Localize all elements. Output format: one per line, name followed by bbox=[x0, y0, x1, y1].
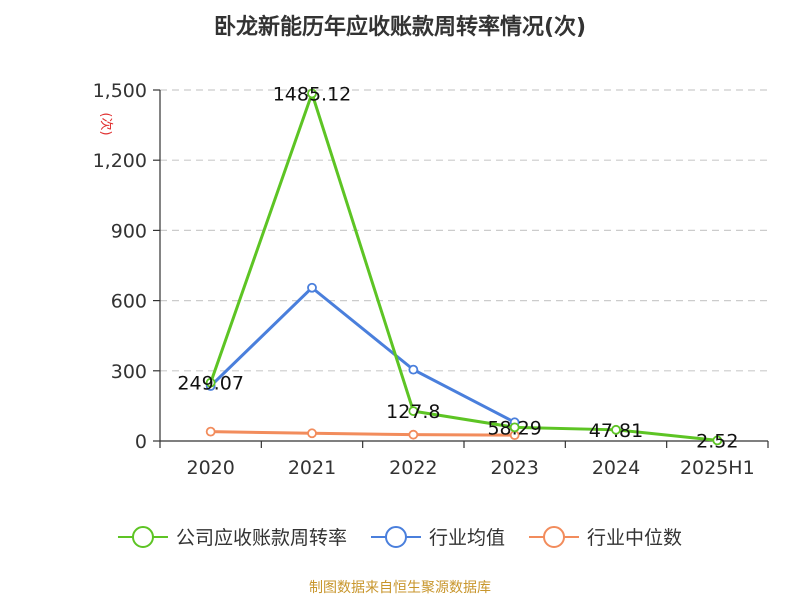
data-point bbox=[307, 282, 317, 293]
series-line bbox=[209, 286, 516, 424]
data-labels: 249.07 1485.12 127.8 58.29 47.81 2.52 bbox=[177, 83, 738, 452]
legend-label: 行业均值 bbox=[429, 527, 505, 549]
source-note: 制图数据来自恒生聚源数据库 bbox=[309, 580, 491, 596]
x-tick-label: 2024 bbox=[592, 457, 640, 479]
legend-symbol-marker bbox=[543, 526, 566, 548]
chart-title: 卧龙新能历年应收账款周转率情况(次) bbox=[214, 14, 586, 40]
data-point bbox=[307, 88, 317, 99]
data-label: 58.29 bbox=[487, 417, 541, 439]
x-tick-label: 2025H1 bbox=[680, 457, 755, 479]
data-label: 47.81 bbox=[589, 420, 643, 442]
series-group bbox=[205, 88, 723, 446]
data-point bbox=[509, 422, 520, 433]
legend: 公司应收账款周转率 行业均值 行业中位数 bbox=[117, 526, 682, 549]
data-point bbox=[205, 377, 216, 388]
data-point bbox=[408, 364, 419, 375]
y-tick-label: 300 bbox=[111, 361, 147, 383]
x-tick-label: 2022 bbox=[389, 457, 437, 479]
legend-label: 公司应收账款周转率 bbox=[176, 527, 347, 549]
data-label: 2.52 bbox=[696, 430, 738, 452]
data-label: 127.8 bbox=[386, 401, 440, 423]
legend-symbol-marker bbox=[384, 526, 407, 548]
y-tick-label: 600 bbox=[111, 291, 147, 313]
legend-label: 行业中位数 bbox=[587, 527, 682, 549]
data-point bbox=[611, 424, 621, 435]
y-tick-label: 1,500 bbox=[93, 80, 147, 102]
data-point bbox=[205, 426, 216, 437]
x-tick-label: 2023 bbox=[490, 457, 538, 479]
series-line bbox=[210, 430, 515, 437]
data-label: 1485.12 bbox=[273, 83, 352, 105]
y-tick-label: 1,200 bbox=[93, 150, 147, 172]
x-tick-label: 2020 bbox=[186, 457, 234, 479]
y-tick-label: 900 bbox=[111, 220, 147, 242]
data-point bbox=[307, 428, 317, 439]
y-tick-label: 0 bbox=[135, 431, 147, 453]
axes: 0 300 600 900 1,200 1,500 2020 2021 2022 2023 2024… bbox=[93, 80, 769, 479]
x-tick-label: 2021 bbox=[288, 457, 336, 479]
series-line bbox=[209, 91, 718, 442]
legend-symbol-marker bbox=[131, 526, 154, 548]
grid-lines bbox=[160, 89, 768, 372]
data-point bbox=[712, 435, 723, 446]
data-point bbox=[408, 406, 419, 416]
data-point bbox=[408, 429, 419, 440]
y-axis-label: (次) bbox=[98, 112, 114, 135]
data-label: 249.07 bbox=[177, 373, 243, 395]
